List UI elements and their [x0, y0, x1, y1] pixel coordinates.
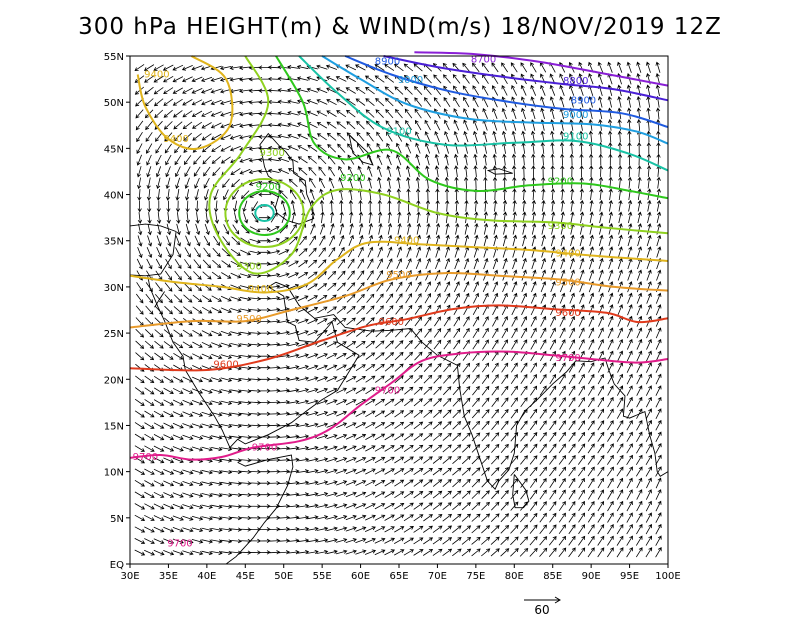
- y-tick-label: 50N: [104, 98, 124, 109]
- height-contour-9700: [129, 350, 669, 461]
- contour-label: 9400: [394, 236, 419, 247]
- low-pressure-center: [224, 178, 305, 249]
- coastline: [348, 134, 374, 166]
- contour-label-layer: 8700 8800 8900 8900 9000 9000 9100 9100 9200 9200…: [133, 55, 597, 550]
- y-tick-label: 35N: [104, 237, 124, 248]
- contour-label: 9200: [340, 173, 365, 184]
- contour-label: 9600: [555, 308, 580, 319]
- contour-label: 9200: [548, 177, 573, 188]
- height-contour-9200: [275, 55, 669, 200]
- height-contour-9100: [298, 55, 669, 172]
- contour-label: 9500: [555, 277, 580, 288]
- x-tick-label: 55E: [313, 571, 332, 582]
- low-contour-ring: [254, 204, 275, 223]
- contour-label: 9500: [236, 314, 261, 325]
- height-contour-8700: [414, 51, 669, 87]
- contour-label: 9600: [379, 317, 404, 328]
- contour-label: 9700: [167, 539, 192, 550]
- coastline: [147, 275, 231, 448]
- wind-arrows: [134, 61, 662, 558]
- x-tick-label: 85E: [543, 571, 562, 582]
- low-contour-ring: [224, 178, 305, 249]
- x-tick-label: 30E: [120, 571, 139, 582]
- contour-label: 9200: [256, 182, 281, 193]
- contour-label: 9400: [163, 134, 188, 145]
- height-contour-8900: [344, 55, 669, 129]
- y-tick-label: 10N: [104, 468, 124, 479]
- height-contour-9000: [321, 55, 669, 145]
- contour-label: 9300: [548, 221, 573, 232]
- contour-label: 9400: [555, 249, 580, 260]
- x-tick-label: 35E: [159, 571, 178, 582]
- contour-label: 9700: [375, 385, 400, 396]
- x-tick-label: 75E: [466, 571, 485, 582]
- y-tick-label: 55N: [104, 52, 124, 63]
- y-tick-label: EQ: [110, 560, 124, 571]
- x-tick-label: 40E: [197, 571, 216, 582]
- coastline: [512, 474, 530, 509]
- contour-label: 9700: [555, 353, 580, 364]
- contour-label: 9500: [386, 270, 411, 281]
- height-contour-9400: [136, 55, 234, 150]
- x-tick-label: 45E: [236, 571, 255, 582]
- coastline: [154, 291, 165, 308]
- x-tick-label: 100E: [655, 571, 680, 582]
- contour-label: 8700: [471, 55, 496, 66]
- y-tick-label: 5N: [110, 514, 124, 525]
- contour-label: 9600: [213, 359, 238, 370]
- height-contour-layer: [129, 51, 669, 461]
- height-contour-8800: [383, 55, 669, 102]
- wind-vector-layer: [134, 61, 662, 558]
- x-tick-label: 70E: [428, 571, 447, 582]
- height-contour-9300: [208, 55, 669, 275]
- contour-label: 9300: [259, 148, 284, 159]
- contour-label: 9700: [133, 452, 158, 463]
- x-tick-label: 90E: [582, 571, 601, 582]
- contour-label: 9000: [563, 110, 588, 121]
- contour-label: 9100: [563, 131, 588, 142]
- coastline: [225, 454, 294, 565]
- contour-label: 9100: [386, 127, 411, 138]
- height-contour-9500: [129, 271, 669, 329]
- y-tick-label: 30N: [104, 283, 124, 294]
- x-tick-label: 50E: [274, 571, 293, 582]
- x-tick-label: 60E: [351, 571, 370, 582]
- reference-vector-label: 60: [534, 603, 549, 617]
- y-axis-ticks: EQ 5N 10N 15N 20N 25N 30N 35N 40N 45N 50N 55N: [104, 52, 130, 571]
- contour-label: 9300: [236, 262, 261, 273]
- reference-arrow-head: [554, 596, 561, 604]
- x-tick-label: 80E: [505, 571, 524, 582]
- contour-label: 8900: [375, 57, 400, 68]
- y-tick-label: 25N: [104, 329, 124, 340]
- y-tick-label: 40N: [104, 191, 124, 202]
- reference-vector: 60: [524, 596, 561, 617]
- x-tick-label: 95E: [620, 571, 639, 582]
- x-tick-label: 65E: [389, 571, 408, 582]
- coastline: [259, 132, 315, 225]
- contour-label: 9700: [252, 443, 277, 454]
- x-axis-ticks: 30E 35E 40E 45E 50E 55E 60E 65E 70E 75E 80E 85E 90E 9…: [120, 564, 681, 582]
- low-contour-ring: [238, 190, 291, 237]
- contour-label: 9400: [248, 284, 273, 295]
- height-contour-9600: [129, 304, 669, 372]
- contour-label: 9400: [144, 69, 169, 80]
- y-tick-label: 20N: [104, 375, 124, 386]
- y-tick-label: 45N: [104, 144, 124, 155]
- contour-label: 9000: [398, 75, 423, 86]
- y-tick-label: 15N: [104, 421, 124, 432]
- contour-label: 8800: [563, 76, 588, 87]
- contour-label: 8900: [571, 95, 596, 106]
- map-title: 300 hPa HEIGHT(m) & WIND(m/s) 18/NOV/201…: [78, 14, 722, 40]
- height-contour-9400: [129, 240, 669, 294]
